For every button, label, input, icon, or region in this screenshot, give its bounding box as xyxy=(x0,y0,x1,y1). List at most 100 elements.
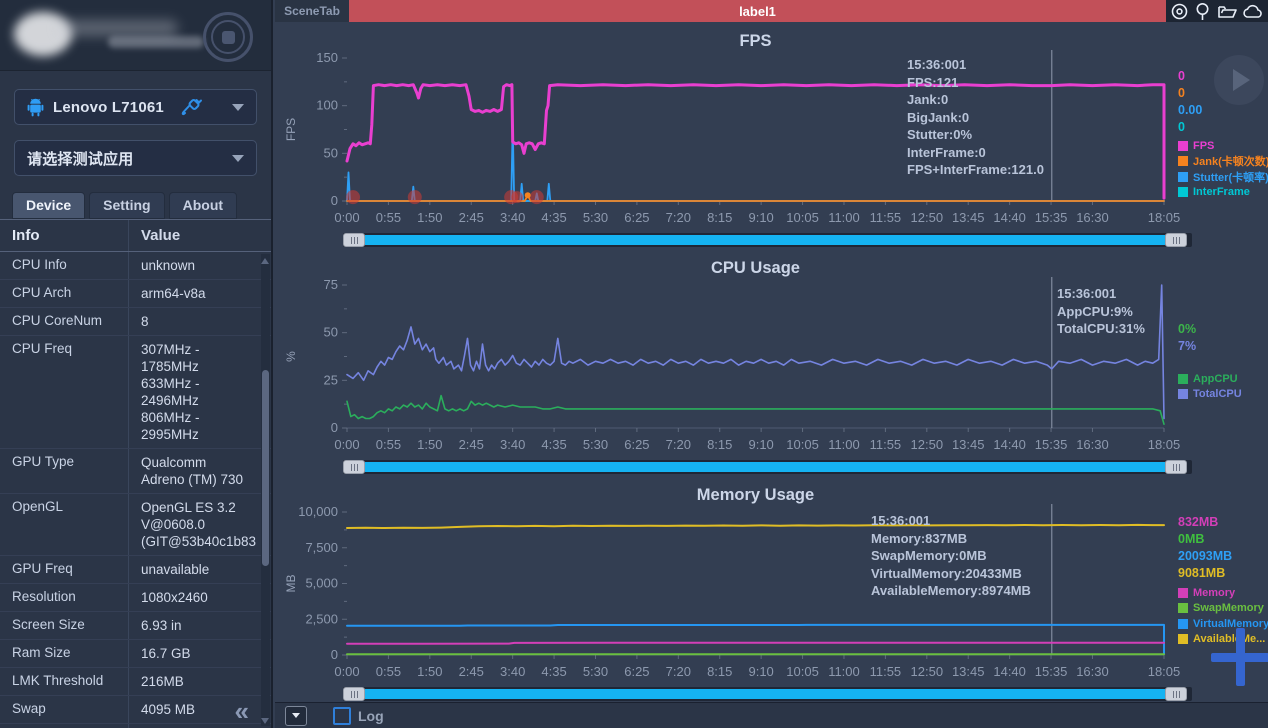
legend-item[interactable]: Memory xyxy=(1178,585,1268,601)
series-TotalCPU xyxy=(346,284,1165,420)
app-logo xyxy=(14,12,72,56)
x-tick-label: 7:20 xyxy=(666,210,691,225)
scrollbar-left-handle[interactable] xyxy=(343,687,365,701)
legend-item[interactable]: Stutter(卡顿率) xyxy=(1178,169,1268,185)
x-tick-label: 0:55 xyxy=(376,437,401,452)
log-checkbox-label: Log xyxy=(358,707,384,724)
y-tick-label: 150 xyxy=(316,50,338,65)
y-tick-label: 50 xyxy=(324,145,338,160)
table-row: Resolution 1080x2460 xyxy=(0,584,271,612)
location-icon[interactable] xyxy=(1170,2,1189,21)
legend-item[interactable]: SwapMemory xyxy=(1178,601,1268,617)
series-AvailableMemory xyxy=(346,523,1165,529)
x-tick-label: 9:10 xyxy=(748,437,773,452)
x-tick-label: 12:50 xyxy=(911,437,944,452)
memory-time-scrollbar[interactable] xyxy=(343,687,1192,701)
series-Jank xyxy=(346,194,1165,202)
device-select[interactable]: Lenovo L71061 xyxy=(14,89,257,125)
tab-device[interactable]: Device xyxy=(12,192,86,219)
scroll-up-arrow-icon[interactable] xyxy=(261,258,269,264)
legend-current-value: 832MB xyxy=(1178,515,1219,529)
y-tick-label: 2,500 xyxy=(305,611,338,626)
legend-current-value: 0MB xyxy=(1178,532,1205,546)
panel-dropdown-button[interactable] xyxy=(285,705,307,726)
test-app-select[interactable]: 请选择测试应用 xyxy=(14,140,257,176)
x-tick-label: 8:15 xyxy=(707,437,732,452)
sidebar: Lenovo L71061 请选择测试应用 Device Setting Abo… xyxy=(0,0,273,728)
scrollbar-right-handle[interactable] xyxy=(1165,687,1187,701)
legend-item[interactable]: Jank(卡顿次数) xyxy=(1178,154,1268,170)
charts-panel: SceneTab label1 xyxy=(275,0,1268,728)
x-tick-label: 1:50 xyxy=(417,210,442,225)
scroll-down-arrow-icon[interactable] xyxy=(261,718,269,724)
y-tick-label: 0 xyxy=(331,420,338,435)
scrollbar-left-handle[interactable] xyxy=(343,233,365,247)
tab-setting[interactable]: Setting xyxy=(89,192,165,219)
y-tick-label: 50 xyxy=(324,325,338,340)
x-tick-label: 6:25 xyxy=(624,437,649,452)
scrollbar-range[interactable] xyxy=(365,462,1165,472)
cloud-icon[interactable] xyxy=(1242,2,1264,21)
legend-item[interactable]: TotalCPU xyxy=(1178,387,1268,403)
x-tick-label: 15:35 xyxy=(1035,664,1068,679)
collapse-sidebar-button[interactable]: « xyxy=(234,696,249,726)
cpu-chart: CPU Usage% 0 25 50 75 0:00 0:55 1:50 2:45 3:40 4:3… xyxy=(284,259,1180,452)
series-AppCPU xyxy=(346,394,1165,425)
scrollbar-right-handle[interactable] xyxy=(1165,460,1187,474)
legend-item[interactable]: AppCPU xyxy=(1178,371,1268,387)
x-tick-label: 0:00 xyxy=(334,437,359,452)
y-tick-label: 100 xyxy=(316,98,338,113)
column-header-value: Value xyxy=(128,220,271,251)
record-stop-button[interactable] xyxy=(203,12,253,62)
legend-swatch xyxy=(1178,140,1188,151)
cpu-chart-block: CPU Usage% 0 25 50 75 0:00 0:55 1:50 2:45 3:40 4:3… xyxy=(275,249,1268,476)
scrollbar-left-handle[interactable] xyxy=(343,460,365,474)
legend-item[interactable]: FPS xyxy=(1178,138,1268,154)
scene-topbar: SceneTab label1 xyxy=(275,0,1268,22)
scrollbar-range[interactable] xyxy=(365,689,1165,699)
x-tick-label: 7:20 xyxy=(666,437,691,452)
row-label: CPU Freq xyxy=(12,341,73,356)
stop-icon xyxy=(211,20,245,54)
legend-swatch xyxy=(1178,389,1188,400)
sidebar-scrollbar[interactable] xyxy=(261,254,270,726)
scene-tab[interactable]: SceneTab xyxy=(275,0,349,22)
row-label: LMK Threshold xyxy=(12,673,104,688)
row-label: Ram Size xyxy=(12,645,71,660)
play-button[interactable] xyxy=(1214,55,1264,105)
log-checkbox[interactable] xyxy=(333,706,351,725)
legend-item[interactable]: AvailableMe... xyxy=(1178,632,1268,648)
legend-item[interactable]: VirtualMemory xyxy=(1178,616,1268,632)
folder-icon[interactable] xyxy=(1217,2,1238,21)
scrollbar-thumb[interactable] xyxy=(262,370,269,566)
x-tick-label: 12:50 xyxy=(911,664,944,679)
column-header-info: Info xyxy=(12,227,40,244)
table-row: CPU Arch arm64-v8a xyxy=(0,280,271,308)
x-tick-label: 5:30 xyxy=(583,664,608,679)
scene-label-tab[interactable]: label1 xyxy=(349,0,1166,22)
marker-dot xyxy=(407,190,422,205)
cpu-time-scrollbar[interactable] xyxy=(343,460,1192,474)
legend-swatch xyxy=(1178,187,1188,198)
scrollbar-right-handle[interactable] xyxy=(1165,233,1187,247)
x-tick-label: 2:45 xyxy=(459,437,484,452)
row-label: GPU Freq xyxy=(12,561,73,576)
row-value: 1080x2460 xyxy=(128,584,271,611)
add-annotation-button[interactable] xyxy=(1211,628,1268,686)
fps-time-scrollbar[interactable] xyxy=(343,233,1192,247)
row-value: unknown xyxy=(128,252,271,279)
tab-about[interactable]: About xyxy=(168,192,238,219)
row-value: OpenGL ES 3.2 V@0608.0 (GIT@53b40c1b83 xyxy=(128,494,271,555)
row-label: CPU CoreNum xyxy=(12,313,103,328)
table-row: GPU Freq unavailable xyxy=(0,556,271,584)
pin-icon[interactable] xyxy=(1193,2,1212,21)
y-tick-label: 25 xyxy=(324,372,338,387)
x-tick-label: 16:30 xyxy=(1076,664,1109,679)
x-tick-label: 18:05 xyxy=(1148,210,1181,225)
x-tick-label: 6:25 xyxy=(624,664,649,679)
scrollbar-range[interactable] xyxy=(365,235,1165,245)
x-tick-label: 6:25 xyxy=(624,210,649,225)
marker-dot xyxy=(346,190,361,205)
legend-item[interactable]: InterFrame xyxy=(1178,185,1268,201)
row-value: 4095 MB xyxy=(128,696,271,723)
